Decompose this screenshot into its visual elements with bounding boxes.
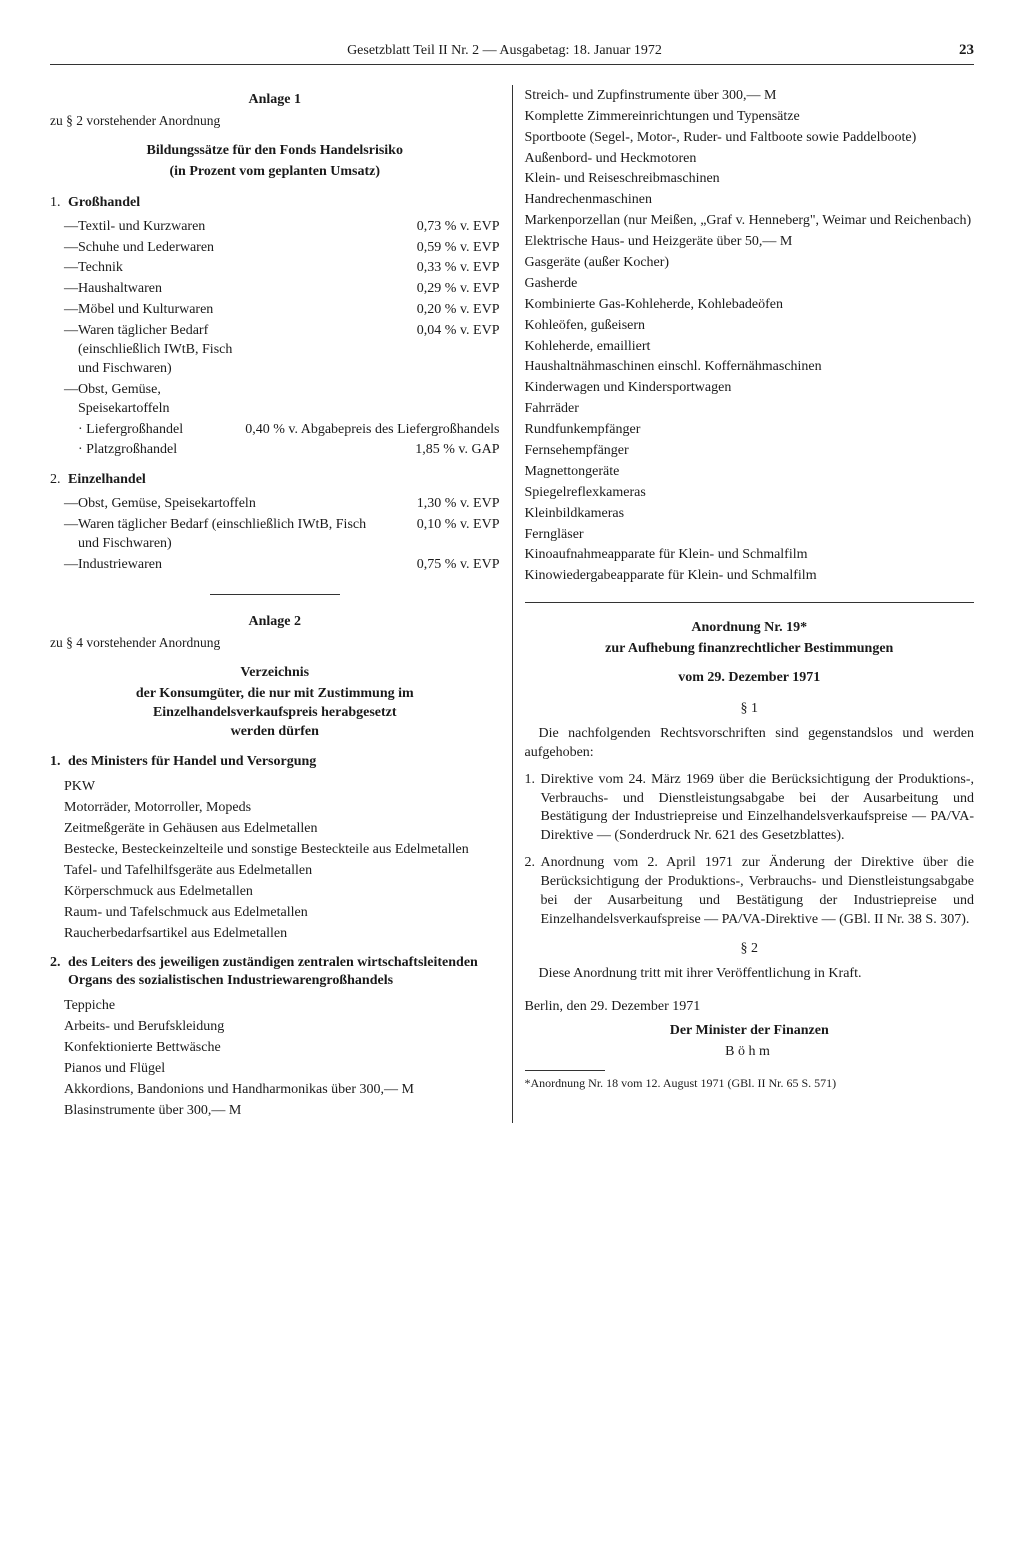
list-item: Spiegelreflexkameras xyxy=(525,484,975,503)
anlage1-block-sub: (in Prozent vom geplanten Umsatz) xyxy=(50,163,500,182)
page-number: 23 xyxy=(959,40,974,60)
header-title: Gesetzblatt Teil II Nr. 2 — Ausgabetag: … xyxy=(50,42,959,61)
signer-title: Der Minister der Finanzen xyxy=(525,1022,975,1041)
anlage2-block-title: Verzeichnis xyxy=(50,664,500,683)
anordnung-title: Anordnung Nr. 19* xyxy=(525,619,975,638)
list-item: Kinderwagen und Kindersportwagen xyxy=(525,379,975,398)
list-item: Fernsehempfänger xyxy=(525,442,975,461)
group1-head: 1. des Ministers für Handel und Versorgu… xyxy=(50,753,500,772)
separator-rule xyxy=(210,594,340,595)
list-item: Bestecke, Besteckeinzelteile und sonstig… xyxy=(64,841,500,860)
list-item: Elektrische Haus- und Heizgeräte über 50… xyxy=(525,233,975,252)
anlage1-block-title: Bildungssätze für den Fonds Handelsrisik… xyxy=(50,142,500,161)
two-column-layout: Anlage 1 zu § 2 vorstehender Anordnung B… xyxy=(50,85,974,1123)
footnote: *Anordnung Nr. 18 vom 12. August 1971 (G… xyxy=(525,1075,975,1091)
einzelhandel-table: —Obst, Gemüse, Speisekartoffeln1,30 % v.… xyxy=(50,494,500,576)
table-subrow: · Liefergroßhandel0,40 % v. Abgabepreis … xyxy=(50,420,500,441)
list-item: Arbeits- und Berufskleidung xyxy=(64,1018,500,1037)
section-number: 1. xyxy=(50,194,68,217)
list-item: Komplette Zimmereinrichtungen und Typens… xyxy=(525,108,975,127)
paragraph-1-item: 2. Anordnung vom 2. April 1971 zur Änder… xyxy=(525,854,975,930)
table-row: —Textil- und Kurzwaren0,73 % v. EVP xyxy=(50,217,500,238)
list-item: Pianos und Flügel xyxy=(64,1060,500,1079)
group2-head: 2. des Leiters des jeweiligen zuständige… xyxy=(50,954,500,992)
footnote-rule xyxy=(525,1070,605,1071)
table-row: —Technik0,33 % v. EVP xyxy=(50,258,500,279)
group2-list: Teppiche Arbeits- und Berufskleidung Kon… xyxy=(50,997,500,1120)
list-item: Kinowiedergabeapparate für Klein- und Sc… xyxy=(525,567,975,586)
list-item: Ferngläser xyxy=(525,526,975,545)
list-item: Körperschmuck aus Edelmetallen xyxy=(64,883,500,902)
list-item: Tafel- und Tafelhilfsgeräte aus Edelmeta… xyxy=(64,862,500,881)
list-item: Haushaltnähmaschinen einschl. Koffernähm… xyxy=(525,358,975,377)
table-row: —Obst, Gemüse, Speisekartoffeln xyxy=(50,380,500,420)
list-item: Sportboote (Segel-, Motor-, Ruder- und F… xyxy=(525,129,975,148)
paragraph-2-text: Diese Anordnung tritt mit ihrer Veröffen… xyxy=(525,965,975,984)
table-subrow: · Platzgroßhandel1,85 % v. GAP xyxy=(50,440,500,461)
anordnung-date: vom 29. Dezember 1971 xyxy=(525,669,975,688)
list-item: Blasinstrumente über 300,— M xyxy=(64,1102,500,1121)
grosshandel-section: 1. Großhandel —Textil- und Kurzwaren0,73… xyxy=(50,194,500,462)
list-item: Motorräder, Motorroller, Mopeds xyxy=(64,799,500,818)
list-item: Teppiche xyxy=(64,997,500,1016)
list-item: Konfektionierte Bettwäsche xyxy=(64,1039,500,1058)
anlage1-sub: zu § 2 vorstehender Anordnung xyxy=(50,112,500,130)
list-item: Markenporzellan (nur Meißen, „Graf v. He… xyxy=(525,212,975,231)
section-head: Großhandel xyxy=(68,194,140,213)
list-item: Magnettongeräte xyxy=(525,463,975,482)
table-row: —Waren täglicher Bedarf (einschließlich … xyxy=(50,321,500,380)
list-item: Kinoaufnahmeapparate für Klein- und Schm… xyxy=(525,546,975,565)
list-item: Gasherde xyxy=(525,275,975,294)
signer-name: Böhm xyxy=(525,1043,975,1062)
grosshandel-table: —Textil- und Kurzwaren0,73 % v. EVP —Sch… xyxy=(50,217,500,462)
anlage2-block-sub1: der Konsumgüter, die nur mit Zustimmung … xyxy=(50,685,500,704)
list-item: Kohleherde, emailliert xyxy=(525,338,975,357)
place-date: Berlin, den 29. Dezember 1971 xyxy=(525,998,975,1017)
list-item: Akkordions, Bandonions und Handharmonika… xyxy=(64,1081,500,1100)
signature-block: Berlin, den 29. Dezember 1971 Der Minist… xyxy=(525,998,975,1092)
table-row: —Haushaltwaren0,29 % v. EVP xyxy=(50,279,500,300)
list-item: Klein- und Reiseschreibmaschinen xyxy=(525,170,975,189)
paragraph-2-head: § 2 xyxy=(525,940,975,959)
anlage2-title: Anlage 2 xyxy=(50,613,500,632)
list-item: Handrechenmaschinen xyxy=(525,191,975,210)
list-item: Gasgeräte (außer Kocher) xyxy=(525,254,975,273)
table-row: —Waren täglicher Bedarf (einschließlich … xyxy=(50,515,500,555)
list-item: Rundfunkempfänger xyxy=(525,421,975,440)
anlage1-title: Anlage 1 xyxy=(50,91,500,110)
anlage2-block-sub3: werden dürfen xyxy=(50,723,500,742)
section-head: Einzelhandel xyxy=(68,471,146,490)
paragraph-1-item: 1. Direktive vom 24. März 1969 über die … xyxy=(525,771,975,847)
anlage2-block-sub2: Einzelhandelsverkaufspreis herabgesetzt xyxy=(50,704,500,723)
list-item: Kombinierte Gas-Kohleherde, Kohlebadeöfe… xyxy=(525,296,975,315)
table-row: —Industriewaren0,75 % v. EVP xyxy=(50,555,500,576)
table-row: —Möbel und Kulturwaren0,20 % v. EVP xyxy=(50,300,500,321)
page-header: Gesetzblatt Teil II Nr. 2 — Ausgabetag: … xyxy=(50,40,974,65)
list-item: Raucherbedarfsartikel aus Edelmetallen xyxy=(64,925,500,944)
paragraph-1-head: § 1 xyxy=(525,700,975,719)
list-item: Kohleöfen, gußeisern xyxy=(525,317,975,336)
left-column: Anlage 1 zu § 2 vorstehender Anordnung B… xyxy=(50,85,513,1123)
list-item: Raum- und Tafelschmuck aus Edelmetallen xyxy=(64,904,500,923)
right-column: Streich- und Zupfinstrumente über 300,— … xyxy=(513,85,975,1123)
einzelhandel-section: 2. Einzelhandel —Obst, Gemüse, Speisekar… xyxy=(50,471,500,575)
table-row: —Obst, Gemüse, Speisekartoffeln1,30 % v.… xyxy=(50,494,500,515)
page: Gesetzblatt Teil II Nr. 2 — Ausgabetag: … xyxy=(50,40,974,1123)
list-item: Zeitmeßgeräte in Gehäusen aus Edelmetall… xyxy=(64,820,500,839)
separator-rule xyxy=(525,602,975,603)
group1-list: PKW Motorräder, Motorroller, Mopeds Zeit… xyxy=(50,778,500,943)
list-item: Streich- und Zupfinstrumente über 300,— … xyxy=(525,87,975,106)
anordnung-sub: zur Aufhebung finanzrechtlicher Bestimmu… xyxy=(525,640,975,659)
anlage2-sub: zu § 4 vorstehender Anordnung xyxy=(50,634,500,652)
paragraph-1-intro: Die nachfolgenden Rechtsvorschriften sin… xyxy=(525,725,975,763)
list-item: Kleinbildkameras xyxy=(525,505,975,524)
section-number: 2. xyxy=(50,471,68,494)
list-item: Außenbord- und Heckmotoren xyxy=(525,150,975,169)
table-row: —Schuhe und Lederwaren0,59 % v. EVP xyxy=(50,238,500,259)
list-item: Fahrräder xyxy=(525,400,975,419)
list-item: PKW xyxy=(64,778,500,797)
continued-goods-list: Streich- und Zupfinstrumente über 300,— … xyxy=(525,87,975,586)
